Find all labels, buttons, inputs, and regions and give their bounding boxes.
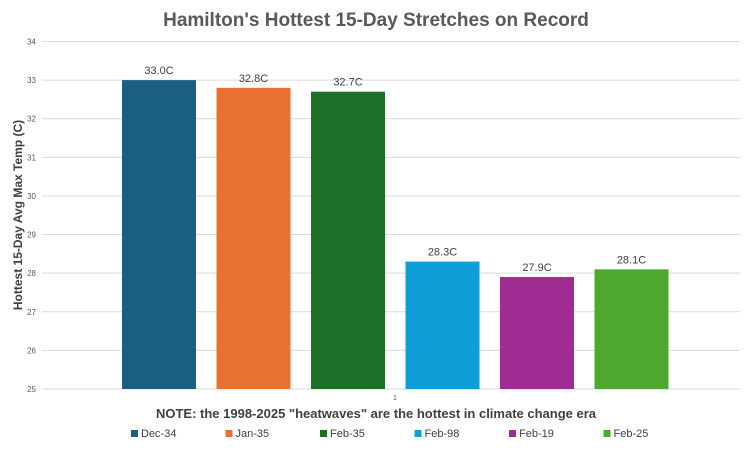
y-tick-label: 30 [27,192,36,201]
data-label-feb-98: 28.3C [428,247,457,259]
data-labels: 33.0C 32.8C 32.7C 28.3C 27.9C 28.1C [144,65,646,274]
legend-label-dec-34: Dec-34 [141,428,176,440]
bar-feb-35 [311,91,385,389]
data-label-jan-35: 32.8C [239,73,268,85]
legend-swatch-feb-35 [320,430,327,437]
y-tick-label: 32 [27,115,36,124]
y-tick-label: 28 [27,269,36,278]
x-category-label: 1 [393,395,397,402]
bar-dec-34 [122,80,196,389]
bar-feb-98 [405,261,480,389]
legend-swatch-feb-98 [414,430,422,437]
chart-title: Hamilton's Hottest 15-Day Stretches on R… [163,10,589,31]
bar-jan-35 [216,87,291,389]
legend-label-feb-25: Feb-25 [614,428,649,440]
y-tick-label: 33 [27,76,36,85]
data-label-dec-34: 33.0C [144,65,173,77]
data-label-feb-19: 27.9C [522,262,551,274]
legend-swatch-feb-25 [603,430,611,437]
x-axis-note: NOTE: the 1998-2025 "heatwaves" are the … [156,406,597,421]
legend-swatch-jan-35 [225,430,233,437]
bar-feb-25 [594,269,669,389]
legend-label-feb-19: Feb-19 [519,428,554,440]
y-tick-label: 27 [27,308,36,317]
y-tick-label: 31 [27,153,36,162]
y-tick-label: 26 [27,346,36,355]
y-tick-label: 25 [27,385,36,394]
data-label-feb-35: 32.7C [333,77,362,89]
y-axis-label: Hottest 15-Day Avg Max Temp (C) [11,120,25,310]
legend: Dec-34 Jan-35 Feb-35 Feb-98 Feb-19 Feb-25 [131,428,648,440]
bars [122,80,669,389]
legend-label-jan-35: Jan-35 [236,428,270,440]
legend-label-feb-98: Feb-98 [425,428,460,440]
legend-swatch-feb-19 [509,430,516,437]
legend-label-feb-35: Feb-35 [330,428,365,440]
y-tick-label: 29 [27,231,36,240]
data-label-feb-25: 28.1C [617,254,646,266]
legend-swatch-dec-34 [131,430,138,437]
y-tick-label: 34 [27,38,36,47]
bar-feb-19 [500,277,574,389]
y-axis-ticks: 25 26 27 28 29 30 31 32 33 34 [27,38,36,395]
